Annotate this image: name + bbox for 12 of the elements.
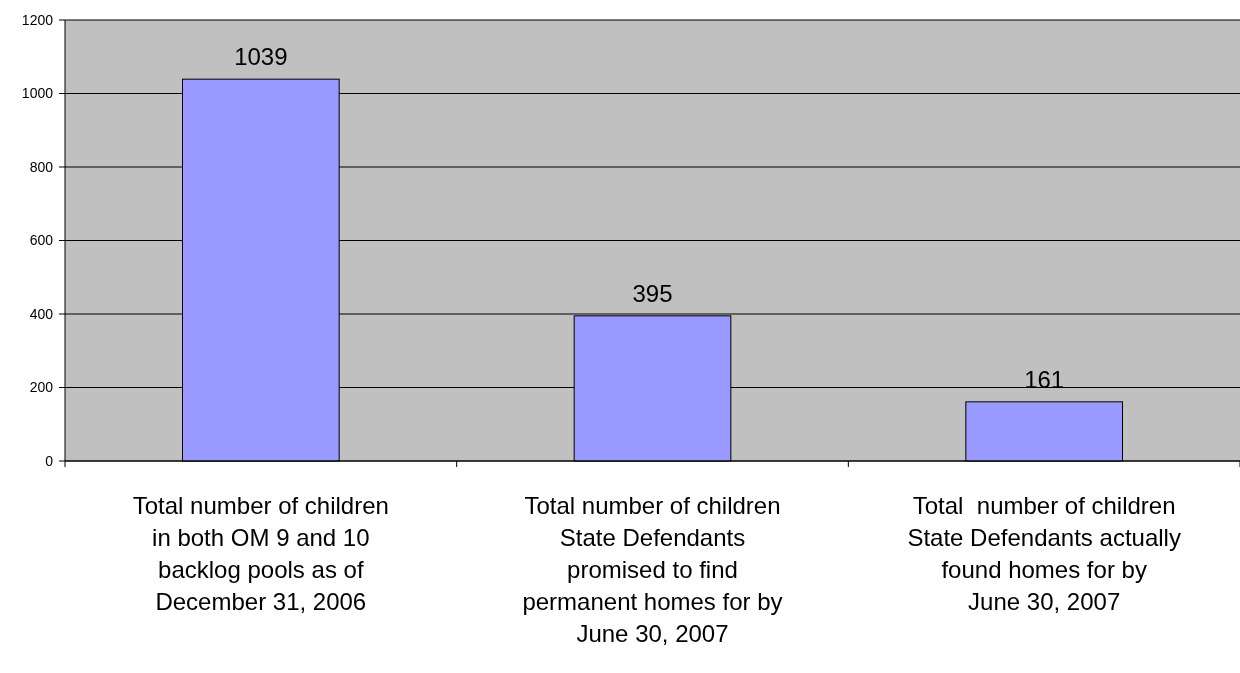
y-tick-label: 1200 [21, 11, 54, 28]
x-tick-label: Total number of children State Defendants promised to find permanent homes for by June 30, 2007 [522, 492, 783, 647]
y-tick-label: 800 [29, 158, 54, 175]
y-tick-label: 1000 [21, 85, 54, 102]
y-tick-label: 600 [29, 232, 54, 249]
y-tick-label: 400 [29, 305, 54, 322]
x-tick-label: Total number of children State Defendants actually found homes for by June 30, 2007 [907, 492, 1181, 615]
y-tick-label: 0 [45, 452, 54, 469]
data-label: 395 [632, 279, 673, 307]
x-tick-label: Total number of children in both OM 9 and 10 backlog pools as of December 31, 2006 [132, 492, 389, 615]
y-tick-label: 200 [29, 379, 54, 396]
data-label: 1039 [234, 43, 288, 71]
